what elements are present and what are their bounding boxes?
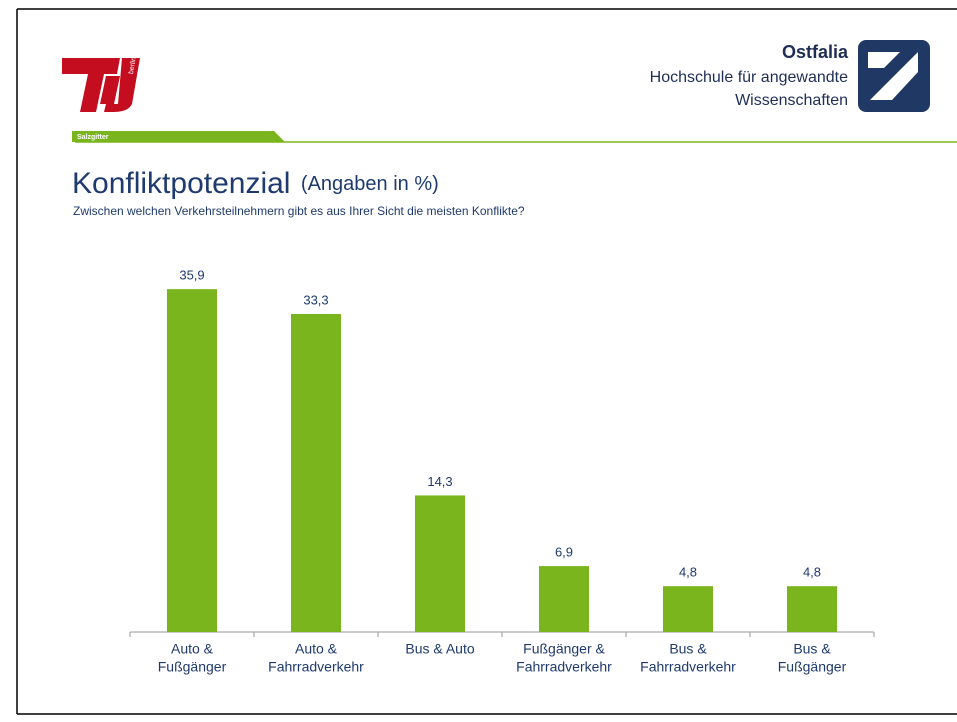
bar — [663, 586, 713, 632]
x-tick-label: Fußgänger — [158, 659, 227, 675]
x-tick-label: Fußgänger & — [523, 641, 605, 657]
organization: Ostfalia — [782, 42, 849, 62]
bar — [539, 566, 589, 632]
campus: Salzgitter — [77, 134, 109, 141]
x-tick-label: Bus & Auto — [405, 641, 474, 657]
value-label: 35,9 — [179, 268, 204, 283]
value-label: 6,9 — [555, 545, 573, 560]
chart-title: Konfliktpotenzial (Angaben in %) — [72, 167, 439, 200]
x-tick-label: Fahrradverkehr — [640, 659, 736, 675]
bar — [167, 289, 217, 632]
value-label: 4,8 — [803, 565, 821, 580]
ostfalia-logo — [858, 40, 930, 112]
tu-logo: berlin — [62, 56, 140, 112]
value-label: 4,8 — [679, 565, 697, 580]
logo-text: berlin — [128, 56, 138, 74]
value-label: 14,3 — [427, 474, 452, 489]
chart-subtitle: Zwischen welchen Verkehrsteilnehmern gib… — [73, 204, 525, 218]
bar — [787, 586, 837, 632]
x-tick-label: Fahrradverkehr — [516, 659, 612, 675]
x-tick-label: Bus & — [669, 641, 707, 657]
x-tick-label: Fußgänger — [778, 659, 847, 675]
x-tick-label: Auto & — [295, 641, 338, 657]
school-name: Hochschule für angewandte — [650, 69, 848, 86]
campus-tab — [72, 131, 285, 142]
x-tick-label: Bus & — [793, 641, 831, 657]
value-label: 33,3 — [303, 292, 328, 307]
bar — [291, 313, 341, 632]
bar — [415, 495, 465, 632]
x-tick-label: Auto & — [171, 641, 214, 657]
x-tick-label: Fahrradverkehr — [268, 659, 364, 675]
school-name: Wissenschaften — [735, 92, 848, 109]
